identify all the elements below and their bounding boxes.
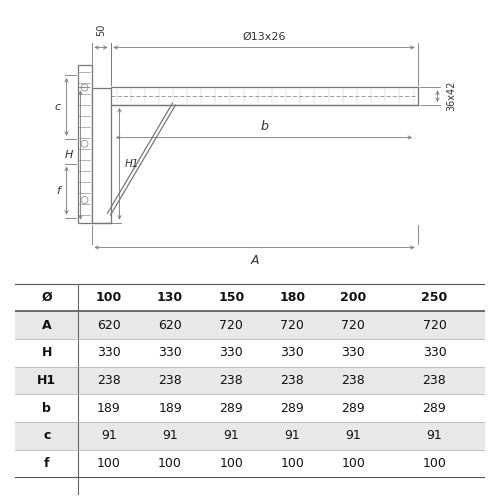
Bar [92,88,110,222]
Text: 289: 289 [280,402,304,415]
Text: 238: 238 [342,374,365,387]
Text: H1: H1 [37,374,56,387]
Text: 91: 91 [101,430,117,442]
Text: 238: 238 [220,374,243,387]
Text: 91: 91 [426,430,442,442]
Text: 620: 620 [97,319,121,332]
Text: 100: 100 [220,457,243,470]
Text: 720: 720 [342,319,365,332]
Text: 91: 91 [284,430,300,442]
Bar [15,422,485,450]
Text: 238: 238 [158,374,182,387]
Text: 330: 330 [158,346,182,360]
Text: 100: 100 [97,457,121,470]
Text: 238: 238 [97,374,121,387]
Text: A: A [42,319,51,332]
Text: 100: 100 [280,457,304,470]
Bar [15,367,485,394]
Text: 330: 330 [97,346,121,360]
Text: 289: 289 [220,402,243,415]
Text: 189: 189 [158,402,182,415]
Text: 720: 720 [280,319,304,332]
Text: 720: 720 [220,319,243,332]
Text: 289: 289 [422,402,446,415]
Text: 180: 180 [279,291,305,304]
Text: Ø: Ø [42,291,52,304]
Text: 91: 91 [346,430,362,442]
Text: f: f [44,457,50,470]
Text: Ø13x26: Ø13x26 [242,32,286,42]
Text: c: c [54,102,60,112]
Text: 100: 100 [96,291,122,304]
Text: H: H [64,150,73,160]
Text: H1: H1 [124,159,139,169]
Text: 238: 238 [422,374,446,387]
Text: 289: 289 [342,402,365,415]
Text: 238: 238 [280,374,304,387]
Text: 330: 330 [220,346,243,360]
Text: 100: 100 [342,457,365,470]
Text: 91: 91 [224,430,239,442]
Text: 50: 50 [96,24,106,36]
Bar [78,65,92,222]
Text: A: A [250,254,259,266]
Text: H: H [42,346,52,360]
Text: 330: 330 [280,346,304,360]
Text: f: f [56,186,60,196]
Text: 200: 200 [340,291,366,304]
Text: 330: 330 [422,346,446,360]
Text: c: c [43,430,51,442]
Text: 100: 100 [422,457,446,470]
Text: 36x42: 36x42 [446,81,456,112]
Text: 100: 100 [158,457,182,470]
Text: 250: 250 [422,291,448,304]
Bar [15,312,485,339]
Text: 91: 91 [162,430,178,442]
Text: b: b [260,120,268,132]
Text: 150: 150 [218,291,244,304]
Text: 130: 130 [157,291,183,304]
Text: 620: 620 [158,319,182,332]
Text: b: b [42,402,51,415]
Text: 720: 720 [422,319,446,332]
Text: 330: 330 [342,346,365,360]
Text: 189: 189 [97,402,121,415]
